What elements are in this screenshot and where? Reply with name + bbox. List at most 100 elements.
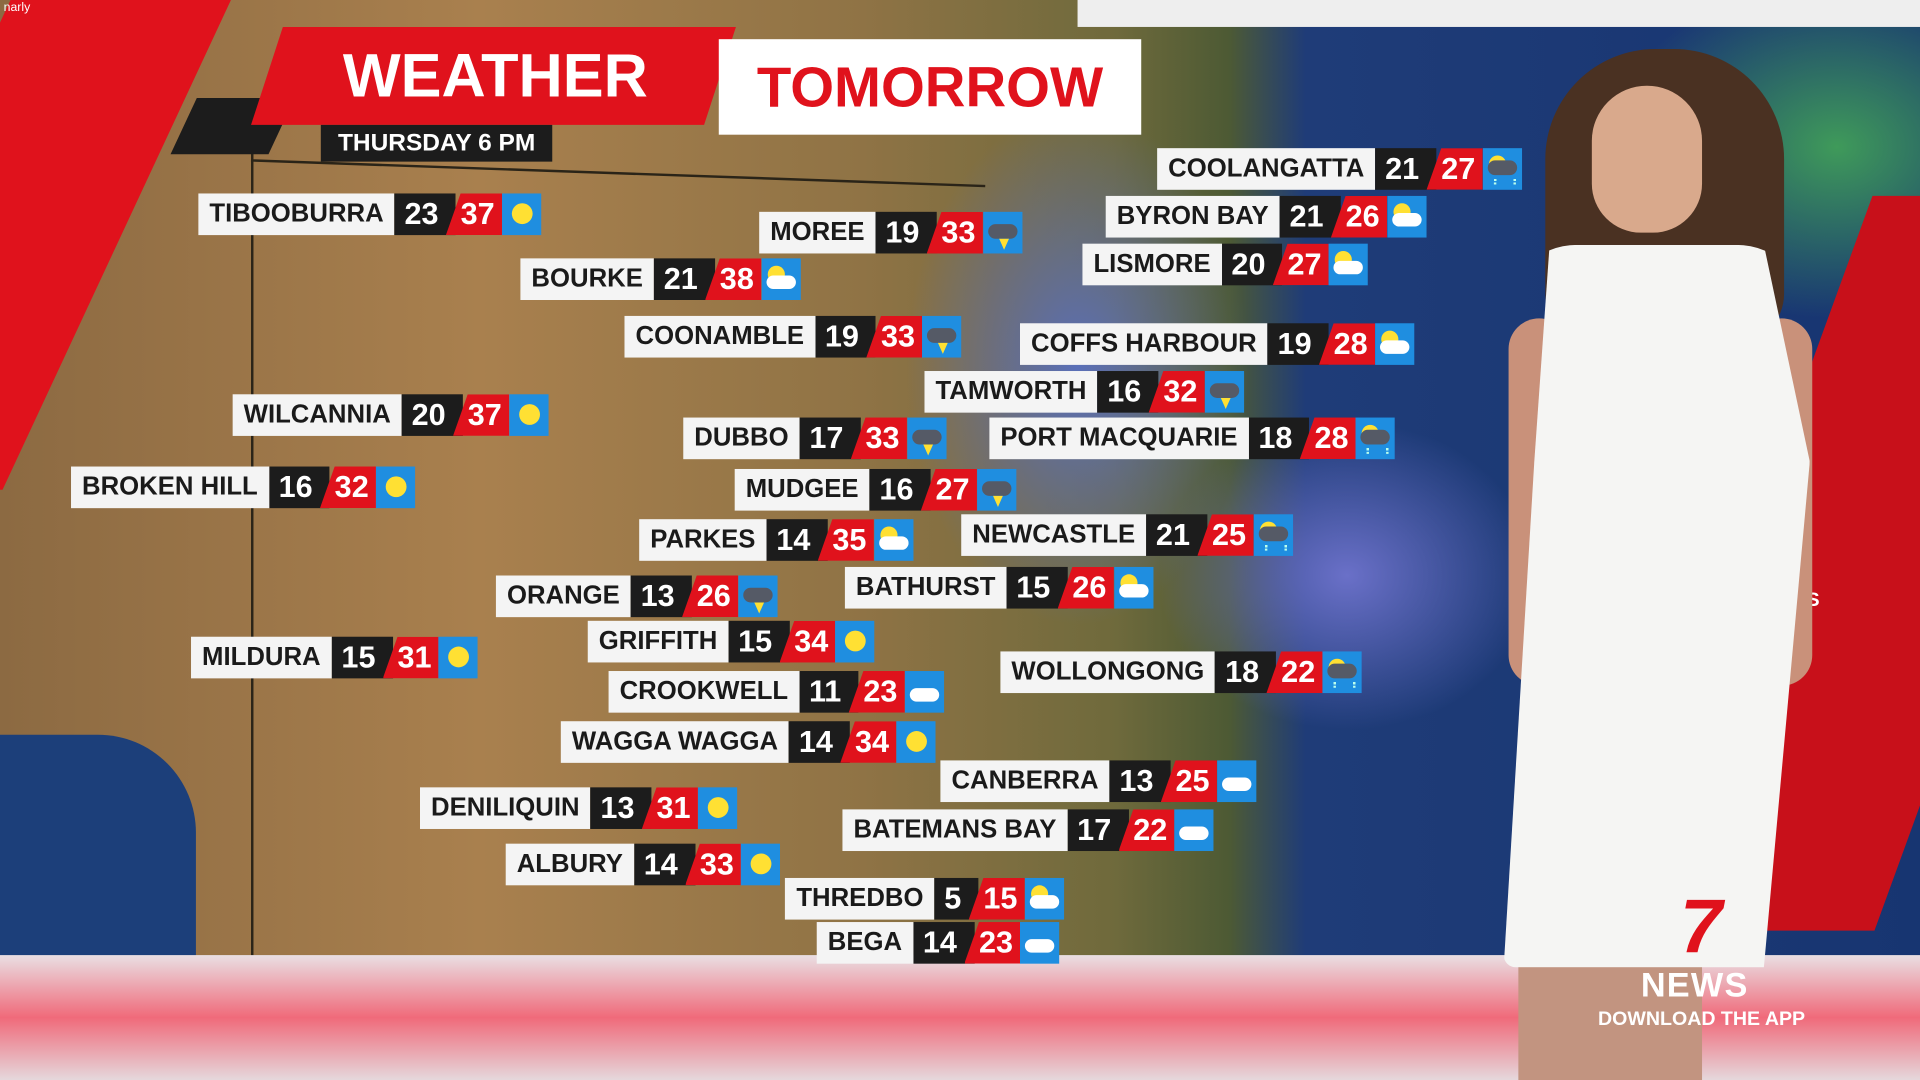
sun-icon (896, 721, 936, 763)
city-forecast: DENILIQUIN 13 31 (420, 787, 738, 829)
min-temp: 17 (799, 417, 861, 460)
sun-icon (376, 466, 416, 509)
city-forecast: COOLANGATTA 21 27 (1157, 148, 1522, 190)
min-temp: 19 (875, 211, 937, 254)
city-forecast: MUDGEE 16 27 (734, 468, 1017, 511)
presenter-legs (1518, 955, 1703, 1080)
city-forecast: COONAMBLE 19 33 (624, 315, 962, 358)
min-temp: 21 (1375, 148, 1437, 190)
storm-icon (922, 315, 962, 358)
showers-icon (1355, 417, 1396, 460)
city-forecast: CANBERRA 13 25 (940, 760, 1257, 803)
min-temp: 18 (1248, 417, 1310, 460)
min-temp: 14 (789, 721, 851, 763)
city-forecast: MILDURA 15 31 (191, 636, 479, 679)
city-name: COFFS HARBOUR (1020, 323, 1268, 365)
city-forecast: WAGGA WAGGA 14 34 (560, 721, 936, 763)
city-name: TAMWORTH (924, 371, 1098, 413)
city-name: NEWCASTLE (961, 514, 1147, 556)
city-name: TIBOOBURRA (198, 193, 395, 236)
logo-tagline: DOWNLOAD THE APP (1597, 1008, 1806, 1030)
min-temp: 14 (766, 519, 828, 561)
city-name: WOLLONGONG (1000, 651, 1216, 694)
city-forecast: BATHURST 15 26 (844, 566, 1153, 609)
min-temp: 14 (633, 843, 695, 886)
storm-icon (906, 417, 947, 460)
min-temp: 11 (799, 671, 859, 713)
min-temp: 20 (1221, 243, 1283, 286)
city-name: COOLANGATTA (1157, 148, 1376, 190)
header-weather: WEATHER (251, 26, 736, 125)
partly-cloudy-icon (761, 258, 801, 301)
storm-icon (738, 575, 778, 618)
partly-cloudy-icon (1024, 877, 1064, 920)
header-title-tomorrow: TOMORROW (756, 55, 1104, 119)
city-forecast: BYRON BAY 21 26 (1105, 195, 1427, 238)
seven-logo: 7 (1680, 885, 1723, 970)
header-title-weather: WEATHER (342, 41, 648, 111)
cloud-icon (1216, 760, 1257, 803)
watermark: narly (3, 1, 31, 15)
showers-icon (1482, 148, 1522, 190)
min-temp: 21 (1279, 195, 1341, 238)
city-name: DENILIQUIN (420, 787, 591, 829)
city-name: MILDURA (191, 636, 332, 679)
max-temp: 27 (1426, 148, 1483, 190)
min-temp: 13 (1109, 760, 1171, 803)
header-subtitle: THURSDAY 6 PM (320, 124, 553, 162)
partly-cloudy-icon (1328, 243, 1369, 286)
min-temp: 18 (1215, 651, 1277, 694)
min-temp: 16 (869, 468, 931, 511)
city-name: GRIFFITH (587, 620, 729, 663)
city-name: BYRON BAY (1105, 195, 1280, 238)
city-forecast: GRIFFITH 15 34 (587, 620, 875, 663)
min-temp: 21 (653, 258, 715, 301)
studio-ceiling (1077, 0, 1920, 27)
partly-cloudy-icon (1113, 566, 1153, 609)
city-name: BATHURST (844, 566, 1007, 609)
city-name: ALBURY (505, 843, 634, 886)
cloud-icon (904, 671, 944, 713)
city-forecast: LISMORE 20 27 (1082, 243, 1369, 286)
max-temp: 25 (1160, 760, 1217, 803)
header-tomorrow: TOMORROW (718, 39, 1142, 135)
city-name: COONAMBLE (624, 315, 816, 358)
city-name: PORT MACQUARIE (989, 417, 1249, 460)
state-border (251, 140, 254, 1047)
showers-icon (1253, 514, 1293, 556)
min-temp: 13 (630, 575, 692, 618)
presenter-dress (1503, 244, 1810, 968)
min-temp: 13 (590, 787, 652, 829)
city-forecast: ALBURY 14 33 (505, 843, 781, 886)
city-name: LISMORE (1082, 243, 1222, 286)
min-temp: 20 (401, 394, 463, 436)
city-forecast: MOREE 19 33 (759, 211, 1023, 254)
city-forecast: WILCANNIA 20 37 (232, 394, 549, 436)
city-name: BROKEN HILL (71, 466, 269, 509)
city-name: MUDGEE (734, 468, 870, 511)
min-temp: 15 (728, 620, 790, 663)
min-temp: 15 (1006, 566, 1068, 609)
min-temp: 16 (268, 466, 330, 509)
city-name: BEGA (816, 922, 914, 964)
cloud-icon (1174, 809, 1214, 852)
min-temp: 17 (1067, 809, 1129, 852)
city-forecast: DUBBO 17 33 (683, 417, 947, 460)
min-temp: 23 (394, 193, 456, 236)
city-forecast: NEWCASTLE 21 25 (961, 514, 1293, 556)
storm-icon (976, 468, 1017, 511)
city-forecast: COFFS HARBOUR 19 28 (1020, 323, 1415, 365)
min-temp: 14 (913, 922, 975, 964)
city-forecast: THREDBO 5 15 (785, 877, 1064, 920)
city-forecast: WOLLONGONG 18 22 (1000, 651, 1362, 694)
cloud-icon (1020, 922, 1060, 964)
min-temp: 15 (331, 636, 393, 679)
city-name: THREDBO (785, 877, 935, 920)
city-name: ORANGE (495, 575, 631, 618)
city-name: CANBERRA (940, 760, 1110, 803)
max-temp: 34 (779, 620, 836, 663)
city-name: CROOKWELL (608, 671, 800, 713)
city-forecast: TAMWORTH 16 32 (924, 371, 1244, 413)
city-forecast: BATEMANS BAY 17 22 (842, 809, 1214, 852)
